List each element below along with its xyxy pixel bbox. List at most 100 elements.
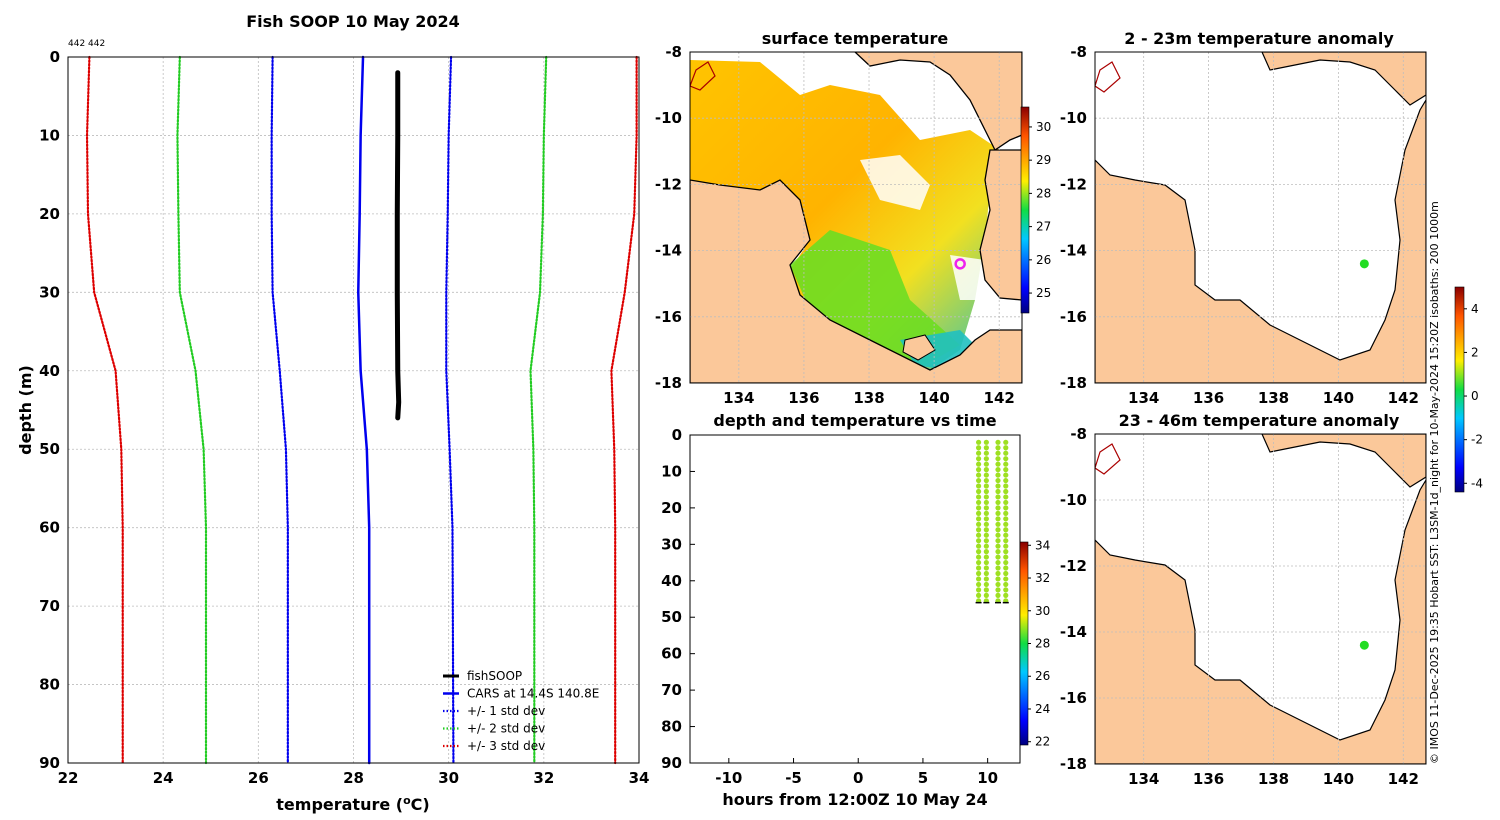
anomaly-colorbar-tick: 4 xyxy=(1471,302,1479,316)
anomaly-deep-lon-tick: 134 xyxy=(1128,770,1159,788)
depth-time-x-tick: -10 xyxy=(715,769,742,787)
depth-time-x-tick: 10 xyxy=(977,769,998,787)
depth-time-point xyxy=(975,483,982,489)
profile-corner-label: 442 442 xyxy=(68,39,105,49)
depth-time-point xyxy=(1003,527,1009,533)
depth-time-point xyxy=(983,559,989,566)
fishsoop-location-marker xyxy=(954,258,966,270)
depth-time-colorbar-tick: 32 xyxy=(1035,571,1050,585)
profile-ticks: 22 24 26 28 30 32 34 0 10 20 30 40 50 60 70 80 90 xyxy=(39,48,649,787)
anomaly-deep-lon-tick: 142 xyxy=(1388,770,1419,788)
sst-lon-tick: 142 xyxy=(984,389,1015,407)
anomaly-deep-lat-tick: -18 xyxy=(1060,755,1087,773)
depth-time-point xyxy=(975,516,982,522)
profile-x-label-unit: C) xyxy=(411,795,430,814)
profile-x-tick: 22 xyxy=(58,769,79,787)
anomaly-shallow-panel: 2 - 23m temperature anomaly 134 136 138 140… xyxy=(1060,29,1427,407)
series-CARS xyxy=(357,55,371,765)
sst-land-north xyxy=(854,52,1022,151)
anomaly-deep-land-north xyxy=(1261,434,1426,488)
depth-time-point xyxy=(995,456,1001,462)
profile-x-tick: 32 xyxy=(533,769,554,787)
profile-y-tick: 90 xyxy=(39,754,60,772)
anomaly-shallow-isobath xyxy=(1095,61,1121,93)
depth-time-point xyxy=(1003,472,1009,478)
sst-cloud-gap-2 xyxy=(950,255,990,300)
depth-time-point xyxy=(983,570,989,577)
depth-time-point xyxy=(975,467,982,473)
anomaly-shallow-ticks: 134 136 138 140 142 -8 -10 -12 -14 -16 -18 xyxy=(1060,43,1419,407)
profile-y-tick: 20 xyxy=(39,205,60,223)
anomaly-deep-lon-tick: 140 xyxy=(1323,770,1354,788)
anomaly-deep-panel: 23 - 46m temperature anomaly 134 136 138 14… xyxy=(1060,411,1427,788)
anomaly-deep-lat-tick: -16 xyxy=(1060,689,1087,707)
depth-time-point xyxy=(975,477,982,484)
profile-x-label-main: temperature ( xyxy=(276,795,403,814)
depth-time-point xyxy=(995,559,1001,566)
depth-time-point xyxy=(975,581,982,588)
depth-time-point xyxy=(983,527,989,533)
depth-time-title: depth and temperature vs time xyxy=(713,411,996,430)
depth-time-point xyxy=(983,532,989,538)
anomaly-shallow-title: 2 - 23m temperature anomaly xyxy=(1124,29,1394,48)
depth-time-panel: depth and temperature vs time -10 -5 0 5 10 0… xyxy=(661,411,1050,809)
depth-time-colorbar-ticks: 22 24 26 28 30 32 34 xyxy=(1028,538,1050,749)
anomaly-deep-lon-tick: 138 xyxy=(1258,770,1289,788)
anomaly-shallow-lon-tick: 138 xyxy=(1258,389,1289,407)
depth-time-point xyxy=(975,510,982,516)
anomaly-colorbar-tick: 2 xyxy=(1471,345,1479,359)
depth-time-point xyxy=(1003,483,1009,489)
depth-time-point xyxy=(975,461,982,467)
anomaly-shallow-lon-tick: 140 xyxy=(1323,389,1354,407)
depth-time-point xyxy=(1003,592,1009,598)
depth-time-point xyxy=(983,456,989,462)
depth-time-point xyxy=(975,499,982,506)
anomaly-deep-lat-tick: -14 xyxy=(1060,623,1087,641)
depth-time-point xyxy=(975,527,982,533)
depth-time-point xyxy=(995,538,1001,544)
depth-time-point xyxy=(983,538,989,544)
depth-time-point xyxy=(1003,439,1009,445)
depth-time-y-tick: 50 xyxy=(661,608,682,626)
sst-colorbar-tick: 25 xyxy=(1036,286,1051,300)
depth-time-point xyxy=(1003,445,1009,451)
depth-time-point xyxy=(1003,587,1009,593)
depth-time-point xyxy=(1003,461,1009,467)
depth-time-point xyxy=(983,510,989,516)
profile-y-tick: 50 xyxy=(39,440,60,458)
depth-time-point xyxy=(975,565,982,571)
depth-time-x-tick: 0 xyxy=(853,769,863,787)
depth-time-point xyxy=(995,477,1001,484)
sst-cloud-gap xyxy=(860,155,930,210)
depth-time-point xyxy=(995,461,1001,467)
depth-time-point xyxy=(975,488,982,495)
depth-time-point xyxy=(975,472,982,478)
depth-time-point xyxy=(975,592,982,598)
depth-time-point xyxy=(983,472,989,478)
depth-time-point xyxy=(995,527,1001,533)
depth-time-y-tick: 40 xyxy=(661,572,682,590)
depth-time-point xyxy=(975,494,982,500)
sst-land-south xyxy=(690,179,1022,383)
sst-colorbar-tick: 30 xyxy=(1036,120,1051,134)
depth-time-point xyxy=(1003,505,1009,511)
anomaly-shallow-land-north xyxy=(1261,52,1426,106)
sst-lon-tick: 138 xyxy=(853,389,884,407)
series-cars_minus3 xyxy=(85,55,124,765)
profile-x-tick: 30 xyxy=(438,769,459,787)
depth-time-point xyxy=(1003,450,1009,456)
sst-lon-tick: 134 xyxy=(723,389,754,407)
depth-time-point xyxy=(975,559,982,566)
depth-time-y-tick: 90 xyxy=(661,754,682,772)
depth-time-point xyxy=(975,521,982,527)
legend-entry: +/- 2 std dev xyxy=(467,722,545,736)
sst-cool-shelf xyxy=(790,230,960,368)
anomaly-colorbar xyxy=(1454,286,1465,493)
depth-time-point xyxy=(1003,559,1009,566)
anomaly-colorbar-tick: 0 xyxy=(1471,389,1479,403)
depth-time-point xyxy=(995,439,1001,445)
depth-time-point xyxy=(1003,494,1009,500)
depth-time-y-tick: 0 xyxy=(672,426,682,444)
depth-time-point xyxy=(1003,467,1009,473)
